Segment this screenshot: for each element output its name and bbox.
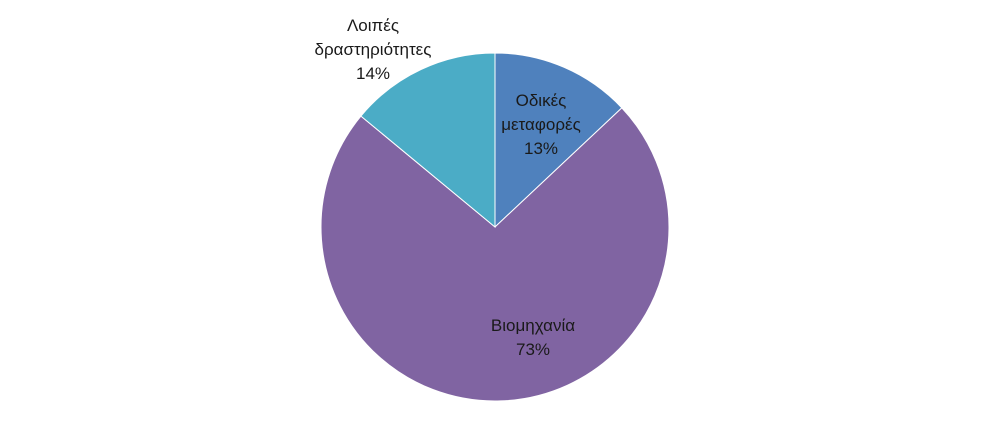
slice-category-label: Λοιπές	[347, 16, 399, 35]
slices-layer	[320, 52, 670, 402]
slice-percent-label: 13%	[524, 139, 558, 158]
pie-slice-1	[320, 107, 670, 402]
pie-slice-0	[494, 52, 623, 229]
slice-category-label: Βιομηχανία	[491, 316, 575, 335]
slice-category-label: δραστηριότητες	[315, 40, 432, 59]
slice-category-label: μεταφορές	[501, 115, 581, 134]
pie-slice-2	[360, 52, 496, 229]
slice-label-0: Οδικές μεταφορές 13%	[501, 91, 581, 158]
slice-percent-label: 14%	[356, 64, 390, 83]
labels-layer: Οδικές μεταφορές 13% Βιομηχανία 73% Λοιπές δρα…	[315, 16, 581, 359]
slice-category-label: Οδικές	[516, 91, 567, 110]
slice-label-1: Βιομηχανία 73%	[491, 316, 575, 359]
slice-percent-label: 73%	[516, 340, 550, 359]
slice-label-2: Λοιπές δραστηριότητες 14%	[315, 16, 432, 83]
